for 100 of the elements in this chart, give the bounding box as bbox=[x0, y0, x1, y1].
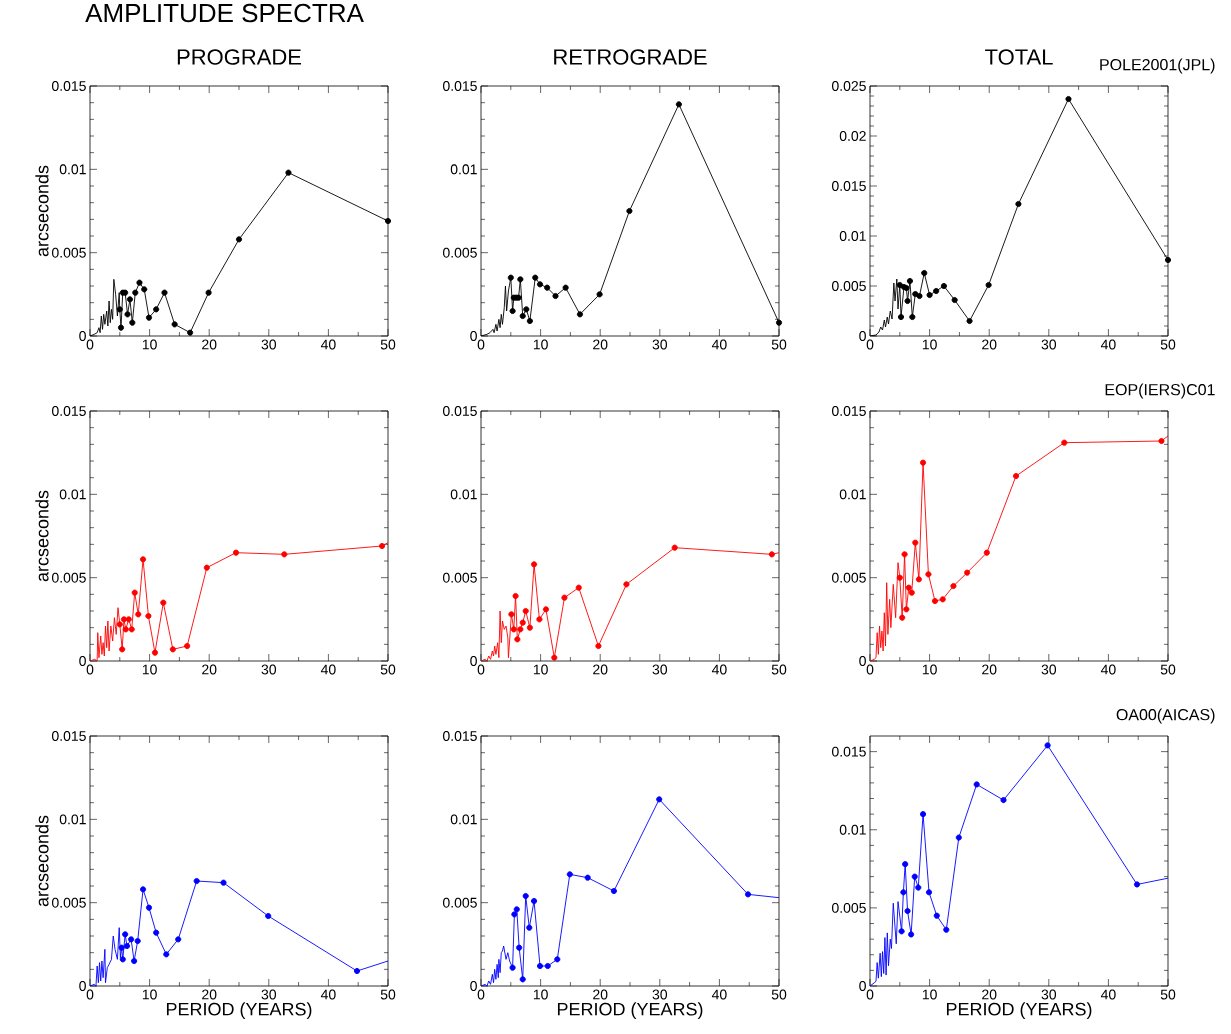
x-tick-label: 20 bbox=[593, 989, 608, 1000]
x-tick-label: 20 bbox=[202, 339, 217, 350]
y-tick-label: 0.005 bbox=[831, 902, 866, 913]
chart-subtitle: PROGRADE bbox=[177, 49, 302, 65]
y-tick-label: 0 bbox=[859, 331, 866, 341]
x-tick-label: 10 bbox=[533, 339, 548, 350]
y-tick-label: 0.015 bbox=[442, 406, 477, 416]
y-tick-label: 0.025 bbox=[831, 81, 866, 91]
y-tick-label: 0.01 bbox=[450, 164, 477, 175]
y-axis-title: arcseconds bbox=[35, 815, 49, 907]
x-tick-label: 10 bbox=[142, 989, 157, 1000]
x-tick-label: 0 bbox=[86, 339, 94, 350]
x-tick-label: 40 bbox=[711, 989, 727, 1000]
chart-subtitle: TOTAL bbox=[985, 49, 1053, 65]
y-tick-label: 0 bbox=[79, 656, 86, 666]
x-tick-label: 40 bbox=[711, 339, 727, 350]
y-tick-label: 0.015 bbox=[442, 81, 477, 91]
x-tick-label: 50 bbox=[1160, 339, 1176, 350]
y-tick-label: 0.01 bbox=[839, 824, 866, 835]
y-tick-label: 0 bbox=[859, 981, 866, 991]
y-tick-label: 0 bbox=[470, 981, 477, 991]
x-tick-label: 50 bbox=[771, 664, 787, 675]
y-tick-label: 0.005 bbox=[51, 572, 86, 583]
x-tick-label: 0 bbox=[866, 989, 874, 1000]
chart-subtitle: RETROGRADE bbox=[554, 49, 707, 65]
x-tick-label: 40 bbox=[320, 989, 336, 1000]
chart-title: AMPLITUDE SPECTRA bbox=[85, 3, 364, 23]
x-tick-label: 50 bbox=[380, 339, 396, 350]
y-tick-label: 0.01 bbox=[59, 814, 86, 825]
x-tick-label: 20 bbox=[982, 339, 997, 350]
x-tick-label: 10 bbox=[142, 664, 157, 675]
y-tick-label: 0.02 bbox=[839, 131, 866, 141]
text: POLE2001(JPL) bbox=[1100, 58, 1215, 74]
x-tick-label: 50 bbox=[1160, 989, 1176, 1000]
x-tick-label: 40 bbox=[1100, 339, 1116, 350]
y-tick-label: 0.015 bbox=[51, 731, 86, 741]
x-tick-label: 20 bbox=[202, 989, 217, 1000]
y-tick-label: 0 bbox=[470, 656, 477, 666]
y-axis-title: arcseconds bbox=[35, 165, 49, 257]
x-axis-title: PERIOD (YEARS) bbox=[557, 1002, 703, 1020]
x-tick-label: 20 bbox=[593, 664, 608, 675]
x-tick-label: 30 bbox=[1041, 664, 1057, 675]
y-tick-label: 0.015 bbox=[442, 731, 477, 741]
y-axis-title: arcseconds bbox=[35, 490, 49, 582]
y-tick-label: 0.015 bbox=[831, 406, 866, 416]
x-tick-label: 10 bbox=[142, 339, 157, 350]
x-tick-label: 40 bbox=[320, 664, 336, 675]
x-tick-label: 30 bbox=[261, 664, 277, 675]
y-tick-label: 0.005 bbox=[442, 572, 477, 583]
x-tick-label: 20 bbox=[202, 664, 217, 675]
y-tick-label: 0 bbox=[859, 656, 866, 666]
x-tick-label: 0 bbox=[86, 989, 94, 1000]
x-tick-label: 30 bbox=[652, 339, 668, 350]
y-tick-label: 0 bbox=[79, 331, 86, 341]
x-tick-label: 30 bbox=[261, 339, 277, 350]
x-tick-label: 20 bbox=[982, 989, 997, 1000]
x-tick-label: 30 bbox=[1041, 339, 1057, 350]
y-tick-label: 0.01 bbox=[59, 164, 86, 175]
x-tick-label: 50 bbox=[380, 989, 396, 1000]
x-tick-label: 30 bbox=[652, 664, 668, 675]
y-tick-label: 0.005 bbox=[831, 281, 866, 291]
x-tick-label: 40 bbox=[1100, 664, 1116, 675]
x-axis-title: PERIOD (YEARS) bbox=[946, 1002, 1092, 1020]
x-tick-label: 50 bbox=[1160, 664, 1176, 675]
y-tick-label: 0.015 bbox=[51, 406, 86, 416]
x-tick-label: 0 bbox=[866, 664, 874, 675]
x-tick-label: 10 bbox=[533, 664, 548, 675]
x-tick-label: 50 bbox=[771, 339, 787, 350]
x-tick-label: 0 bbox=[477, 339, 485, 350]
x-tick-label: 20 bbox=[593, 339, 608, 350]
y-tick-label: 0.01 bbox=[839, 231, 866, 241]
x-tick-label: 40 bbox=[711, 664, 727, 675]
x-tick-label: 0 bbox=[477, 664, 485, 675]
y-tick-label: 0.015 bbox=[831, 181, 866, 191]
x-tick-label: 0 bbox=[86, 664, 94, 675]
y-tick-label: 0.01 bbox=[450, 489, 477, 500]
x-tick-label: 30 bbox=[652, 989, 668, 1000]
text: OA00(AICAS) bbox=[1116, 708, 1215, 724]
y-tick-label: 0.005 bbox=[442, 247, 477, 258]
x-tick-label: 0 bbox=[866, 339, 874, 350]
y-tick-label: 0.01 bbox=[450, 814, 477, 825]
x-tick-label: 50 bbox=[380, 664, 396, 675]
x-tick-label: 10 bbox=[922, 339, 937, 350]
x-axis-title: PERIOD (YEARS) bbox=[166, 1002, 312, 1020]
x-tick-label: 20 bbox=[982, 664, 997, 675]
x-tick-label: 10 bbox=[922, 664, 937, 675]
x-tick-label: 50 bbox=[771, 989, 787, 1000]
y-tick-label: 0 bbox=[79, 981, 86, 991]
x-tick-label: 30 bbox=[1041, 989, 1057, 1000]
y-tick-label: 0.005 bbox=[442, 897, 477, 908]
y-tick-label: 0.01 bbox=[59, 489, 86, 500]
y-tick-label: 0.005 bbox=[831, 572, 866, 583]
y-tick-label: 0.005 bbox=[51, 897, 86, 908]
y-tick-label: 0.015 bbox=[51, 81, 86, 91]
y-tick-label: 0.01 bbox=[839, 489, 866, 500]
text: EOP(IERS)C01 bbox=[1105, 383, 1215, 399]
y-tick-label: 0.005 bbox=[51, 247, 86, 258]
y-tick-label: 0.015 bbox=[831, 746, 866, 757]
x-tick-label: 40 bbox=[320, 339, 336, 350]
x-tick-label: 40 bbox=[1100, 989, 1116, 1000]
